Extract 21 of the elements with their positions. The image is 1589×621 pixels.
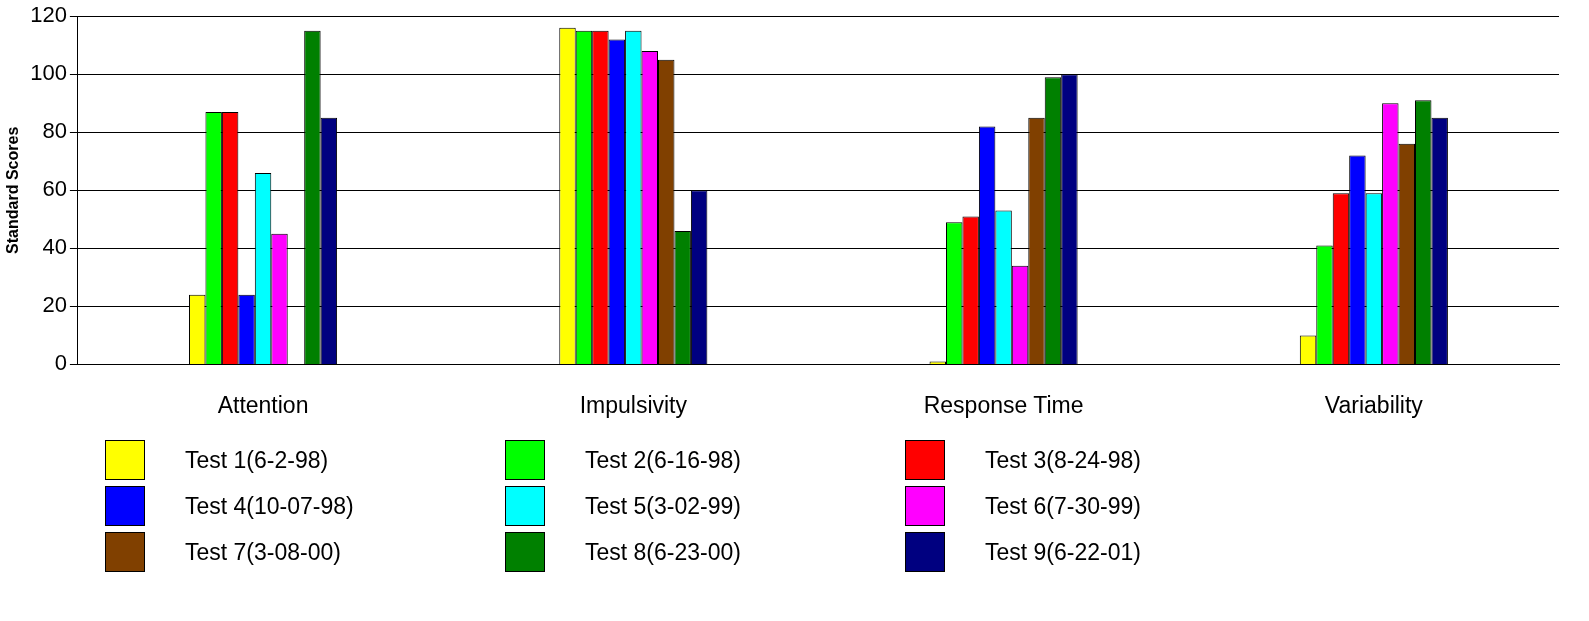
legend-label: Test 5(3-02-99)	[585, 492, 741, 520]
legend-label: Test 6(7-30-99)	[985, 492, 1141, 520]
legend-label: Test 8(6-23-00)	[585, 538, 741, 566]
y-tick-label: 120	[30, 2, 67, 28]
y-tick-label: 0	[54, 350, 67, 376]
y-tick-label: 80	[42, 118, 67, 144]
x-tick-label: Response Time	[923, 391, 1084, 418]
legend-label: Test 2(6-16-98)	[585, 446, 741, 474]
y-axis-title: Standard Scores	[4, 126, 22, 254]
legend-label: Test 4(10-07-98)	[185, 492, 354, 520]
legend-label: Test 7(3-08-00)	[185, 538, 341, 566]
y-tick-label: 60	[42, 176, 67, 202]
y-tick-label: 40	[42, 234, 67, 260]
y-tick-label: 100	[30, 60, 67, 86]
legend-label: Test 9(6-22-01)	[985, 538, 1141, 566]
legend-label: Test 1(6-2-98)	[185, 446, 329, 474]
x-tick-label: Impulsivity	[579, 391, 688, 418]
legend-label: Test 3(8-24-98)	[985, 446, 1141, 474]
x-tick-label: Attention	[217, 391, 309, 418]
x-tick-label: Variability	[1324, 391, 1424, 418]
y-tick-label: 20	[42, 292, 67, 318]
